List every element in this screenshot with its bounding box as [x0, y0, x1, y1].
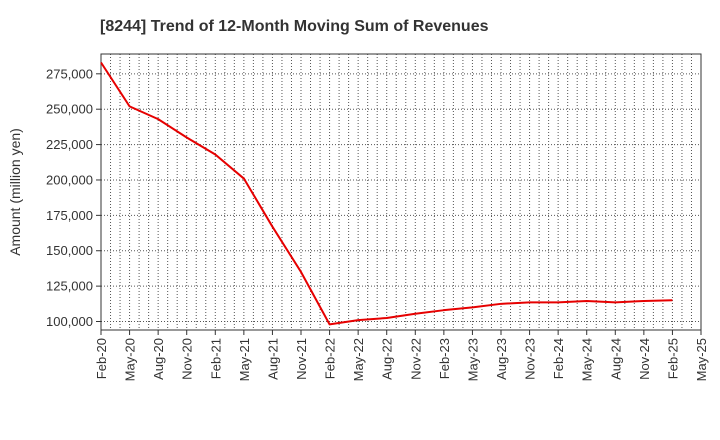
- x-tick-label: Aug-21: [265, 338, 280, 380]
- x-tick-label: Feb-21: [208, 338, 223, 379]
- x-tick-label: May-23: [465, 338, 480, 381]
- x-tick-label: Feb-23: [437, 338, 452, 379]
- x-axis: Feb-20 May-20 Aug-20 Nov-20 Feb-21 May-21 Aug-…: [94, 330, 709, 381]
- x-tick-label: May-22: [351, 338, 366, 381]
- plot-area-frame: [100, 53, 702, 331]
- x-tick-label: Nov-23: [523, 338, 538, 380]
- x-tick-label: Aug-20: [151, 338, 166, 380]
- x-tick-label: Nov-22: [408, 338, 423, 380]
- y-axis-label: Amount (million yen): [7, 128, 23, 256]
- y-tick-label: 225,000: [46, 137, 93, 152]
- y-tick-label: 275,000: [46, 66, 93, 81]
- x-tick-label: Feb-20: [94, 338, 109, 379]
- x-tick-label: Aug-22: [380, 338, 395, 380]
- y-tick-label: 175,000: [46, 208, 93, 223]
- x-tick-label: Aug-24: [608, 338, 623, 380]
- x-tick-label: May-24: [580, 338, 595, 381]
- grid: [101, 54, 701, 330]
- y-tick-label: 100,000: [46, 314, 93, 329]
- x-tick-label: Feb-22: [323, 338, 338, 379]
- series-line-0: [100, 61, 673, 326]
- x-tick-label: Nov-20: [180, 338, 195, 380]
- x-tick-label: May-21: [237, 338, 252, 381]
- x-tick-label: May-25: [694, 338, 709, 381]
- y-tick-label: 125,000: [46, 279, 93, 294]
- x-tick-label: Aug-23: [494, 338, 509, 380]
- x-tick-label: Nov-24: [637, 338, 652, 380]
- x-tick-label: Feb-25: [665, 338, 680, 379]
- y-tick-label: 250,000: [46, 102, 93, 117]
- x-tick-label: May-20: [123, 338, 138, 381]
- y-tick-label: 150,000: [46, 243, 93, 258]
- series-layer: [100, 61, 673, 326]
- x-tick-label: Feb-24: [551, 338, 566, 379]
- y-axis: 100,000 125,000 150,000 175,000 200,000 225,0…: [46, 66, 101, 329]
- chart-title: [8244] Trend of 12-Month Moving Sum of R…: [100, 18, 489, 35]
- y-tick-label: 200,000: [46, 172, 93, 187]
- x-tick-label: Nov-21: [294, 338, 309, 380]
